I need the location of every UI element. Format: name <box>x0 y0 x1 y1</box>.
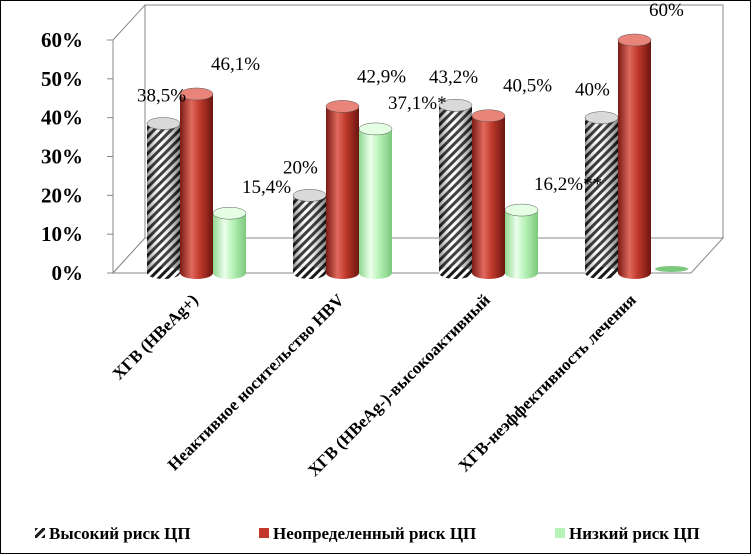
data-label: 40,5% <box>503 76 552 97</box>
y-tick-label: 60% <box>41 28 83 52</box>
bar <box>212 206 247 279</box>
data-label: 42,9% <box>357 66 406 87</box>
legend-swatch <box>555 528 565 538</box>
y-tick-label: 40% <box>41 106 83 130</box>
y-tick-label: 10% <box>41 222 83 246</box>
bar <box>179 87 214 279</box>
data-label: 37,1%* <box>388 93 447 114</box>
bar <box>504 203 539 279</box>
legend-label: Низкий риск ЦП <box>569 524 700 543</box>
y-tick-label: 20% <box>41 183 83 207</box>
bar <box>292 189 327 279</box>
data-label: 15,4% <box>242 177 291 198</box>
y-tick-label: 30% <box>41 145 83 169</box>
side-wall <box>112 3 146 275</box>
category-label: ХГВ (HBeAg+) <box>109 290 202 383</box>
data-label: 40% <box>575 80 610 101</box>
legend-item: Низкий риск ЦП <box>555 524 700 543</box>
bar <box>146 117 181 279</box>
legend-swatch <box>35 528 45 538</box>
bar <box>325 100 360 279</box>
data-label: 46,1% <box>211 54 260 75</box>
bar <box>438 98 473 279</box>
legend-item: Неопределенный риск ЦП <box>259 524 476 543</box>
bar <box>584 111 619 279</box>
y-tick-label: 0% <box>52 261 84 285</box>
bar <box>655 266 688 272</box>
data-label: 60% <box>649 1 684 21</box>
data-label: 43,2% <box>429 67 478 88</box>
category-label: Неактивное носительство HBV <box>164 290 348 474</box>
legend-label: Неопределенный риск ЦП <box>273 524 476 543</box>
bar <box>358 122 393 279</box>
bar <box>617 33 652 279</box>
y-tick-label: 50% <box>41 67 83 91</box>
legend-swatch <box>259 528 269 538</box>
legend-item: Высокий риск ЦП <box>35 524 191 543</box>
data-label: 20% <box>283 157 318 178</box>
legend-label: Высокий риск ЦП <box>49 524 191 543</box>
data-label: 16,2%** <box>534 174 602 195</box>
data-label: 38,5% <box>137 85 186 106</box>
bar <box>471 109 506 279</box>
category-label: ХГВ-неэффективность лечения <box>455 290 640 475</box>
